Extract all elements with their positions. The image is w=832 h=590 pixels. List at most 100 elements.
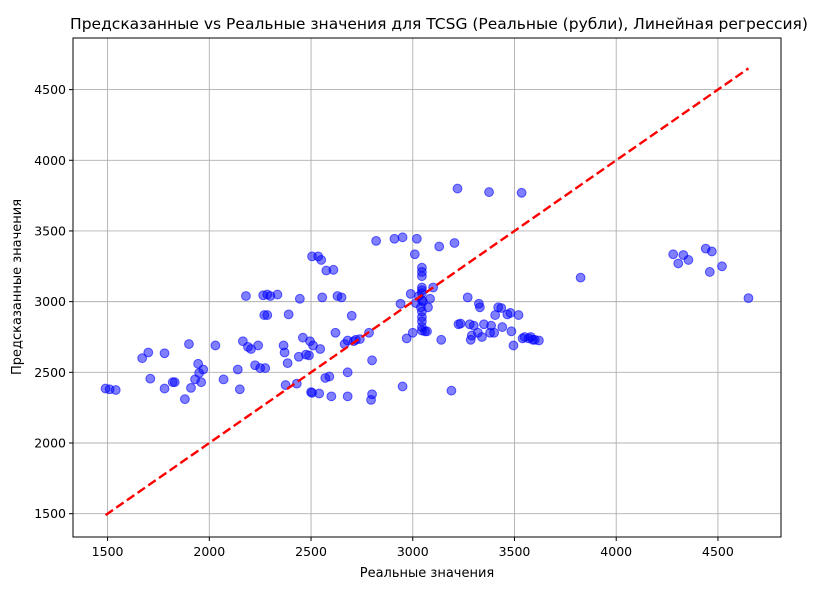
data-point bbox=[434, 241, 445, 252]
data-point bbox=[673, 258, 684, 269]
data-point bbox=[436, 334, 447, 345]
data-point bbox=[704, 267, 715, 277]
data-point bbox=[346, 310, 357, 321]
data-point bbox=[137, 353, 148, 364]
data-point bbox=[516, 187, 527, 198]
data-point bbox=[706, 246, 717, 257]
data-point bbox=[409, 249, 420, 260]
x-tick-label: 2500 bbox=[295, 544, 327, 559]
data-point bbox=[575, 272, 586, 283]
data-point bbox=[417, 271, 427, 282]
data-point bbox=[367, 355, 377, 366]
data-point bbox=[397, 381, 408, 392]
data-point bbox=[371, 235, 382, 246]
data-point bbox=[397, 232, 408, 243]
data-point bbox=[508, 340, 519, 351]
data-point bbox=[234, 384, 245, 395]
data-point bbox=[186, 382, 196, 393]
data-point bbox=[328, 264, 339, 275]
y-axis-label: Предсказанные значения bbox=[10, 199, 25, 375]
data-point bbox=[446, 385, 457, 396]
data-point bbox=[474, 302, 485, 313]
data-point bbox=[304, 350, 314, 361]
data-point bbox=[262, 310, 273, 320]
data-point bbox=[342, 391, 353, 402]
data-point bbox=[294, 293, 305, 304]
data-point bbox=[159, 348, 170, 359]
data-point bbox=[253, 340, 264, 351]
data-point bbox=[184, 339, 194, 349]
data-point bbox=[717, 261, 727, 272]
y-tick-label: 2000 bbox=[34, 435, 66, 450]
data-point bbox=[496, 303, 507, 313]
data-point bbox=[489, 327, 500, 338]
x-tick-label: 4000 bbox=[600, 544, 632, 559]
data-point bbox=[179, 394, 190, 405]
data-point bbox=[425, 293, 435, 304]
data-point bbox=[169, 377, 180, 388]
data-point bbox=[401, 333, 412, 344]
axis-ticks: 1500 2000 2500 3000 3500 4000 4500 1500 2000 2500… bbox=[34, 82, 734, 559]
data-point bbox=[279, 347, 290, 358]
data-point bbox=[423, 302, 433, 313]
data-point bbox=[411, 233, 422, 244]
data-point bbox=[316, 255, 327, 265]
y-tick-label: 1500 bbox=[34, 506, 66, 521]
data-point bbox=[218, 374, 229, 385]
data-point bbox=[533, 335, 544, 346]
data-point bbox=[326, 391, 337, 402]
y-tick-label: 3000 bbox=[34, 294, 66, 309]
data-point bbox=[743, 293, 754, 304]
data-point bbox=[260, 363, 271, 373]
data-point bbox=[110, 385, 121, 395]
data-point bbox=[159, 383, 170, 394]
data-point bbox=[668, 249, 679, 260]
plot-frame bbox=[72, 37, 782, 538]
y-tick-label: 3500 bbox=[34, 223, 66, 238]
data-point bbox=[282, 358, 293, 369]
x-tick-label: 2000 bbox=[193, 544, 225, 559]
data-point bbox=[315, 344, 326, 354]
data-point bbox=[452, 183, 463, 194]
data-point bbox=[314, 388, 325, 399]
data-point bbox=[367, 389, 377, 400]
x-axis-label: Реальные значения bbox=[360, 566, 495, 581]
data-point bbox=[497, 322, 508, 332]
x-tick-label: 1500 bbox=[92, 544, 124, 559]
x-tick-label: 3500 bbox=[499, 544, 531, 559]
data-point bbox=[389, 233, 400, 244]
data-point bbox=[196, 377, 207, 388]
data-point bbox=[484, 187, 494, 197]
data-point bbox=[145, 373, 156, 384]
reference-line-layer bbox=[104, 67, 750, 517]
data-point bbox=[477, 332, 487, 342]
data-point bbox=[241, 291, 251, 301]
y-tick-label: 2500 bbox=[34, 365, 66, 380]
data-point bbox=[324, 371, 335, 382]
data-point bbox=[143, 347, 154, 358]
data-point bbox=[405, 288, 416, 299]
grid bbox=[73, 38, 781, 537]
data-point bbox=[330, 327, 341, 338]
data-point bbox=[272, 289, 283, 300]
data-point bbox=[283, 309, 294, 320]
data-point bbox=[462, 292, 473, 303]
x-tick-label: 4500 bbox=[702, 544, 734, 559]
y-tick-label: 4500 bbox=[34, 82, 66, 97]
data-point bbox=[342, 367, 353, 378]
data-point bbox=[232, 364, 243, 375]
data-point bbox=[513, 310, 524, 320]
chart-title: Предсказанные vs Реальные значения для T… bbox=[70, 15, 808, 33]
data-point bbox=[336, 292, 347, 303]
data-point bbox=[395, 298, 406, 309]
data-point bbox=[317, 292, 328, 303]
data-point bbox=[422, 326, 432, 337]
reference-line bbox=[104, 67, 750, 517]
data-point bbox=[455, 318, 466, 329]
data-point bbox=[683, 255, 694, 265]
data-point bbox=[210, 340, 221, 351]
data-point bbox=[505, 308, 516, 318]
data-points bbox=[100, 183, 754, 405]
y-tick-label: 4000 bbox=[34, 153, 66, 168]
